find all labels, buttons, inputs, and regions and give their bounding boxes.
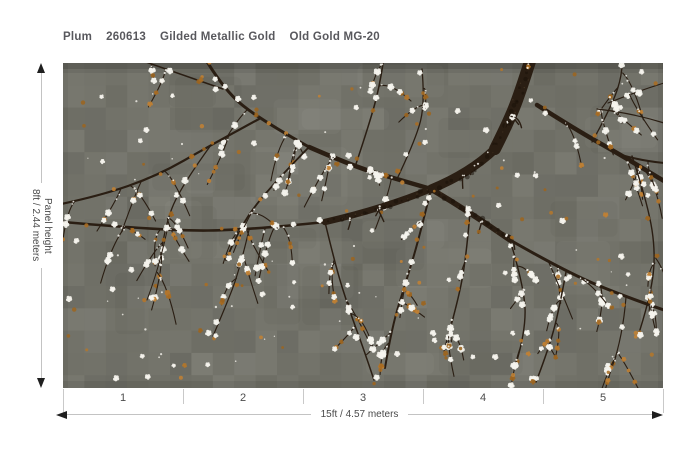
- product-title: Plum 260613 Gilded Metallic Gold Old Gol…: [63, 31, 380, 43]
- panel-tick: [423, 389, 424, 404]
- panel-number: 2: [239, 392, 247, 404]
- horizontal-dimension: 15ft / 4.57 meters: [56, 407, 664, 422]
- vertical-dimension: Panel height 8ft / 2.44 meters: [30, 63, 53, 389]
- up-arrowhead-icon: [37, 63, 45, 73]
- panel-tick: [543, 389, 544, 404]
- panel-number: 1: [119, 392, 127, 404]
- vertical-dimension-line-bottom: [40, 267, 42, 379]
- title-collection: Plum: [63, 31, 93, 43]
- width-dimension-label: 15ft / 4.57 meters: [320, 409, 399, 420]
- title-sku: 260613: [106, 31, 146, 43]
- horizontal-dimension-line-left: [67, 414, 311, 415]
- panel-height-value: 8ft / 2.44 meters: [30, 189, 41, 262]
- title-finish: Gilded Metallic Gold: [160, 31, 276, 43]
- horizontal-dimension-line-right: [408, 414, 653, 415]
- title-colorway: Old Gold MG-20: [289, 31, 380, 43]
- panel-number-row: 1 2 3 4 5: [63, 389, 664, 415]
- panel-height-title: Panel height: [42, 197, 53, 254]
- panel-number: 4: [479, 392, 487, 404]
- panel-tick: [663, 389, 664, 413]
- vertical-dimension-line-top: [40, 73, 42, 184]
- mural-panel: [63, 63, 663, 388]
- panel-number: 3: [359, 392, 367, 404]
- mural-artwork: [63, 63, 663, 388]
- panel-height-label: Panel height 8ft / 2.44 meters: [29, 189, 53, 261]
- panel-tick: [183, 389, 184, 404]
- down-arrowhead-icon: [37, 378, 45, 389]
- panel-tick: [63, 389, 64, 413]
- panel-number: 5: [599, 392, 607, 404]
- left-arrowhead-icon: [56, 410, 67, 419]
- panel-tick: [303, 389, 304, 404]
- right-arrowhead-icon: [652, 410, 664, 419]
